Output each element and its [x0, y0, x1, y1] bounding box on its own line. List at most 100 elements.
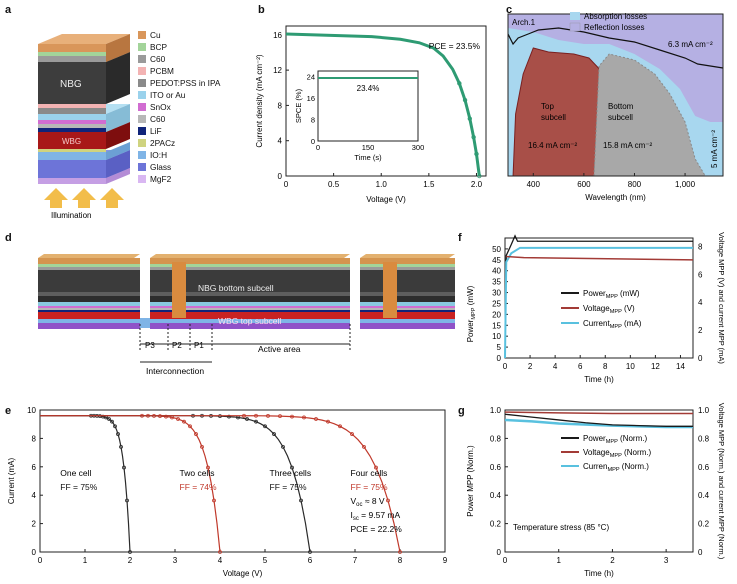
layer-legend-item: 2PACz: [138, 137, 248, 149]
x-tick-label: 1: [556, 556, 561, 565]
y-tick-label: 5: [497, 343, 502, 352]
slab-layer: [360, 258, 455, 264]
panel-label-a: a: [5, 4, 12, 16]
inset-x-tick-label: 300: [412, 143, 425, 152]
layer-legend-item: BCP: [138, 41, 248, 53]
iv-point: [290, 465, 294, 470]
iv-point: [218, 550, 222, 554]
layer-name: Glass: [150, 162, 172, 172]
inset-x-tick-label: 150: [362, 143, 375, 152]
slab-layer: [150, 312, 350, 319]
slab-layer: [150, 296, 350, 302]
layer-name: 2PACz: [150, 138, 176, 148]
panel-label-e: e: [5, 405, 12, 417]
temperature-annotation: Temperature stress (85 °C): [513, 523, 609, 532]
four-cell-isc: Isc = 9.57 mA: [351, 510, 401, 522]
device-stack-illustration: NBG WBG Illumination: [38, 34, 130, 220]
layer-legend: Cu BCP C60 PCBM PEDOT:PSS in IPA ITO or Au SnO…: [138, 29, 248, 185]
x-tick-label: 9: [443, 556, 448, 565]
slab-layer: [360, 319, 455, 323]
x-tick-label: 0: [503, 556, 508, 565]
series-name: Four cells: [351, 468, 388, 478]
layer-name: PEDOT:PSS in IPA: [150, 78, 221, 88]
iv-point: [119, 444, 123, 449]
y-axis-label-right: Voltage MPP (V) and current MPP (mA): [717, 232, 726, 364]
top-value: 16.4 mA cm⁻²: [528, 141, 577, 150]
layer-swatch: [138, 127, 146, 135]
x-tick-label: 600: [577, 180, 591, 189]
x-tick-label: 8: [603, 362, 608, 371]
layer-swatch: [138, 67, 146, 75]
iv-point: [350, 432, 354, 436]
wbg-label: WBG top subcell: [218, 316, 281, 326]
iv-point: [245, 417, 249, 421]
legend-label-absorption: Absorption losses: [584, 12, 647, 21]
layer-swatch: [138, 115, 146, 123]
iv-point: [188, 424, 192, 429]
layer-name: Cu: [150, 30, 161, 40]
y-right-tick-label: 0: [698, 548, 703, 557]
inset-y-label: SPCE (%): [294, 88, 303, 123]
slab-layer: [150, 306, 350, 308]
current-line: [504, 418, 693, 429]
layer-legend-item: PCBM: [138, 65, 248, 77]
iv-point: [290, 414, 294, 419]
x-tick-label: 400: [527, 180, 541, 189]
iv-point: [128, 550, 132, 554]
series-ff: FF = 75%: [270, 482, 308, 492]
slab-layer: [150, 267, 350, 270]
slab-layer: [38, 302, 140, 306]
iv-point: [125, 498, 129, 503]
iv-point: [116, 432, 120, 436]
iv-point: [398, 550, 402, 554]
p3-gap: [140, 318, 150, 328]
x-tick-label: 10: [626, 362, 635, 371]
slab-layer: [38, 308, 140, 310]
slab-layer: [38, 323, 140, 329]
x-axis-label: Time (h): [584, 569, 614, 578]
iv-curve: [40, 415, 401, 553]
layer-swatch: [138, 79, 146, 87]
layer-name: ITO or Au: [150, 90, 186, 100]
inset-frame: [317, 70, 419, 142]
iv-point: [107, 417, 111, 421]
series-name: One cell: [60, 468, 91, 478]
iv-point: [338, 424, 342, 429]
iv-point: [206, 465, 210, 470]
p1-label: P1: [194, 341, 204, 350]
series-ff: FF = 74%: [180, 482, 218, 492]
y-axis-label: Current (mA): [7, 458, 16, 505]
jv-point: [457, 81, 462, 86]
y-tick-label: 4: [32, 491, 37, 500]
x-tick-label: 0: [38, 556, 43, 565]
y-tick-label: 0.8: [490, 434, 502, 443]
interconnect-pillar: [172, 262, 186, 318]
x-tick-label: 0.5: [328, 180, 340, 189]
layer-name: BCP: [150, 42, 168, 52]
x-tick-label: 800: [628, 180, 642, 189]
x-tick-label: 1.5: [423, 180, 435, 189]
iv-point: [278, 414, 282, 419]
iv-point: [362, 444, 366, 449]
iv-point: [182, 419, 186, 424]
layer-swatch: [138, 139, 146, 147]
layer-swatch: [138, 163, 146, 171]
x-axis-label: Wavelength (nm): [585, 193, 646, 202]
inset-y-tick-label: 16: [307, 94, 315, 103]
panel-label-f: f: [458, 232, 462, 244]
panel-a-device-stack: NBG WBG Illumination Cu BCP C60 PCBM PEDOT:P…: [0, 0, 250, 228]
slab-layer: [150, 302, 350, 306]
y-axis-label-left: PowerMPP (mW): [466, 285, 477, 342]
y-right-tick-label: 8: [698, 242, 703, 251]
arch-label: Arch.1: [512, 18, 536, 27]
slab-layer: [360, 308, 455, 310]
y-tick-label: 0: [497, 548, 502, 557]
y-axis-label: Current density (mA cm⁻²): [255, 54, 264, 147]
series-name: Two cells: [180, 468, 215, 478]
slab-layer: [360, 312, 455, 319]
iv-point: [212, 498, 216, 503]
x-tick-label: 4: [218, 556, 223, 565]
